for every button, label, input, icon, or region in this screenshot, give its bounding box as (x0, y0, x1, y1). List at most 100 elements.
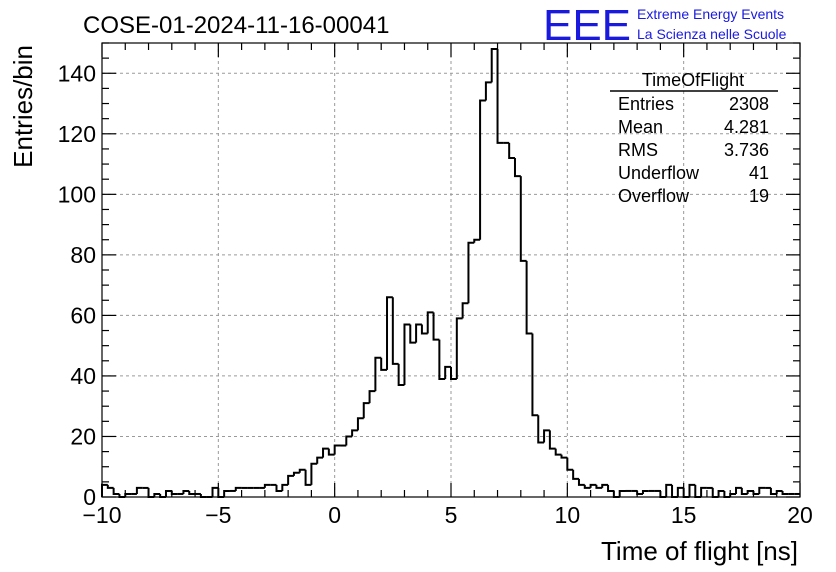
eee-logo-line2: La Scienza nelle Scuole (637, 26, 787, 42)
histogram-bin (455, 317, 463, 379)
tick-labels: −10 −5 0 5 10 15 20 0 20 40 60 80 100 120 140 (58, 60, 813, 528)
x-tick-label: 15 (671, 502, 697, 528)
histogram-bin (641, 489, 649, 494)
histogram-bin (327, 448, 335, 456)
histogram-bin (403, 323, 411, 386)
histogram-bin (234, 486, 242, 491)
histogram-bin (676, 486, 684, 497)
histogram-bin (188, 490, 196, 495)
histogram-bin (211, 486, 219, 497)
stats-title: TimeOfFlight (642, 70, 744, 90)
y-tick-label: 100 (58, 181, 96, 207)
x-tick-label: −10 (82, 502, 121, 528)
histogram-bin (409, 324, 417, 344)
histogram-bin (519, 176, 527, 262)
histogram-bin (688, 483, 696, 497)
histogram-bin (473, 238, 481, 243)
histogram-bin (444, 365, 451, 379)
eee-logo-line1: Extreme Energy Events (637, 6, 784, 22)
histogram-bin (717, 489, 725, 497)
histogram-bin (351, 429, 358, 437)
histogram-bin (310, 462, 318, 485)
histogram-bin (484, 81, 492, 101)
histogram-bin (548, 430, 556, 450)
histogram-bin (467, 241, 475, 304)
stats-row-label: Entries (618, 94, 674, 114)
plot-frame (101, 42, 801, 498)
stats-row-label: Overflow (618, 186, 690, 206)
histogram-bin (450, 366, 457, 380)
histogram-bin (543, 429, 550, 443)
histogram-bin (665, 483, 673, 497)
histogram-bin (368, 390, 376, 404)
histogram-bin (281, 483, 289, 491)
histogram-bin (386, 296, 393, 370)
histogram-bin (292, 471, 300, 476)
histogram-bin (589, 483, 597, 488)
histogram-bin (316, 456, 324, 464)
histogram-bin (275, 484, 283, 492)
histogram-bin (432, 312, 440, 341)
histogram-bin (746, 489, 754, 494)
histogram-bin (513, 158, 521, 178)
histogram-bin (333, 444, 341, 455)
stats-box: TimeOfFlight Entries 2308 Mean 4.281 RMS 3.73… (610, 70, 778, 206)
histogram-bin (607, 484, 614, 492)
histogram-bin (322, 447, 329, 458)
histogram-bin (525, 260, 533, 335)
stats-row-value: 3.736 (724, 140, 769, 160)
stats-row-value: 2308 (729, 94, 769, 114)
stats-row-value: 41 (749, 163, 769, 183)
x-tick-label: 10 (555, 502, 581, 528)
histogram-bin (135, 486, 143, 494)
histogram-bin (397, 363, 405, 387)
chart-title: COSE-01-2024-11-16-00041 (83, 12, 389, 39)
histogram-bin (496, 49, 504, 144)
histogram-bin (595, 484, 603, 489)
histogram-bin (537, 415, 545, 444)
stats-row-value: 4.281 (724, 117, 769, 137)
histogram-bin (531, 333, 539, 417)
y-tick-label: 120 (58, 121, 96, 147)
stats-row-label: Mean (618, 117, 663, 137)
histogram-bin (577, 478, 585, 486)
histogram-bin (223, 489, 230, 497)
x-tick-label: −5 (205, 502, 231, 528)
eee-logo: EEE Extreme Energy Events La Scienza nel… (543, 1, 787, 50)
histogram-bin (362, 402, 370, 419)
y-axis-label: Entries/bin (8, 45, 38, 168)
y-tick-label: 140 (58, 60, 96, 86)
y-tick-label: 20 (70, 423, 96, 449)
histogram-bin (769, 487, 777, 495)
histogram-bin (554, 448, 562, 456)
x-axis-label: Time of flight [ns] (601, 536, 798, 566)
histogram-bin (618, 489, 626, 497)
stats-rows: Entries 2308 Mean 4.281 RMS 3.736 Underflow 41 O… (618, 94, 769, 206)
histogram-bin (391, 297, 399, 365)
x-tick-label: 20 (787, 502, 813, 528)
histogram-bin (461, 302, 469, 319)
histogram-bin (438, 339, 446, 380)
histogram-bin (583, 484, 591, 489)
eee-logo-mark: EEE (543, 1, 631, 50)
histogram-bin (735, 486, 742, 494)
histogram-bin (566, 457, 574, 471)
histogram-bin (572, 469, 579, 480)
histogram-bin (420, 324, 428, 335)
histogram-bin (356, 417, 364, 431)
histogram-bin (112, 487, 120, 495)
histogram-bin (164, 489, 172, 497)
stats-row-value: 19 (749, 186, 769, 206)
histogram-bin (490, 48, 498, 83)
histogram-bin (560, 454, 568, 459)
histogram-bin (304, 469, 312, 486)
histogram-bin (781, 490, 789, 495)
y-tick-label: 0 (83, 484, 96, 510)
y-tick-label: 60 (70, 302, 96, 328)
histogram-bin (298, 468, 306, 473)
histogram-bin (426, 311, 434, 334)
grid-lines (102, 43, 800, 497)
histogram-bin (380, 357, 388, 371)
histogram-bin (374, 356, 382, 392)
